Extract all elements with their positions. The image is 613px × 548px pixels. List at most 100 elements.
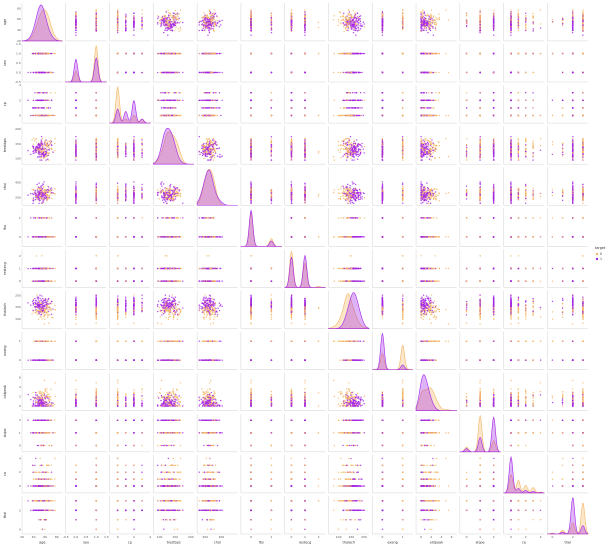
point — [352, 24, 354, 26]
point — [160, 24, 163, 26]
point — [75, 20, 77, 23]
point — [304, 26, 306, 29]
point — [339, 12, 342, 14]
point — [353, 25, 355, 28]
point — [117, 19, 119, 22]
point — [381, 24, 384, 26]
point — [170, 15, 173, 17]
point — [160, 20, 162, 22]
point — [347, 29, 349, 32]
point — [205, 25, 207, 27]
point — [361, 52, 363, 55]
point — [206, 52, 208, 55]
point — [358, 71, 360, 74]
point — [424, 14, 426, 16]
point — [362, 21, 364, 23]
point — [337, 52, 340, 55]
point — [432, 27, 434, 29]
point — [355, 19, 357, 21]
point — [207, 16, 209, 19]
point — [133, 12, 135, 14]
point — [290, 13, 293, 15]
point — [250, 9, 252, 11]
point — [510, 22, 512, 24]
point — [174, 71, 176, 74]
point — [344, 20, 346, 23]
point — [525, 15, 527, 17]
point — [349, 21, 351, 24]
point — [221, 71, 223, 74]
point — [167, 16, 170, 19]
point — [159, 22, 161, 25]
point — [35, 71, 37, 74]
point — [582, 9, 584, 11]
point — [427, 31, 429, 34]
point — [420, 20, 422, 22]
point — [176, 12, 179, 15]
point — [95, 13, 97, 16]
point — [250, 13, 252, 15]
point — [290, 22, 293, 24]
point — [492, 22, 495, 24]
point — [479, 21, 481, 24]
point — [173, 19, 175, 21]
point — [424, 25, 426, 28]
point — [402, 26, 404, 29]
point — [435, 24, 437, 26]
point — [95, 26, 97, 29]
point — [420, 17, 422, 20]
point — [357, 27, 360, 29]
point — [141, 25, 143, 27]
point — [166, 29, 169, 31]
point — [270, 12, 273, 14]
point — [167, 34, 169, 36]
point — [342, 19, 345, 21]
point — [434, 22, 436, 24]
point — [207, 22, 209, 24]
point — [41, 71, 44, 74]
point — [168, 12, 170, 14]
point — [346, 18, 349, 21]
point — [431, 52, 433, 55]
point — [198, 71, 200, 74]
point — [539, 27, 542, 29]
point — [178, 13, 180, 15]
point — [177, 15, 179, 18]
point — [349, 13, 351, 15]
point — [435, 29, 437, 32]
point — [95, 18, 97, 21]
point — [346, 23, 349, 26]
point — [479, 12, 481, 14]
point — [141, 21, 143, 24]
point — [221, 19, 223, 21]
point — [381, 20, 384, 22]
point — [141, 17, 143, 20]
point — [209, 52, 212, 55]
point — [349, 71, 351, 74]
panel-sex-vs-oldpeak — [415, 44, 457, 83]
point — [532, 22, 534, 24]
point — [179, 21, 182, 23]
point — [250, 71, 252, 74]
point — [95, 11, 97, 13]
point — [220, 24, 222, 26]
point — [162, 71, 164, 74]
point — [351, 25, 354, 27]
point — [160, 52, 162, 55]
point — [346, 15, 348, 17]
point — [401, 19, 404, 22]
point — [381, 13, 384, 15]
point — [423, 11, 425, 13]
point — [348, 11, 351, 13]
point — [32, 71, 35, 74]
point — [169, 14, 171, 16]
panel-sex-vs-slope — [459, 44, 501, 83]
point — [203, 17, 206, 20]
point — [360, 23, 362, 25]
point — [218, 52, 221, 55]
point — [434, 52, 436, 55]
point — [352, 16, 354, 19]
point — [204, 71, 206, 74]
point — [116, 23, 119, 26]
point — [359, 28, 362, 30]
